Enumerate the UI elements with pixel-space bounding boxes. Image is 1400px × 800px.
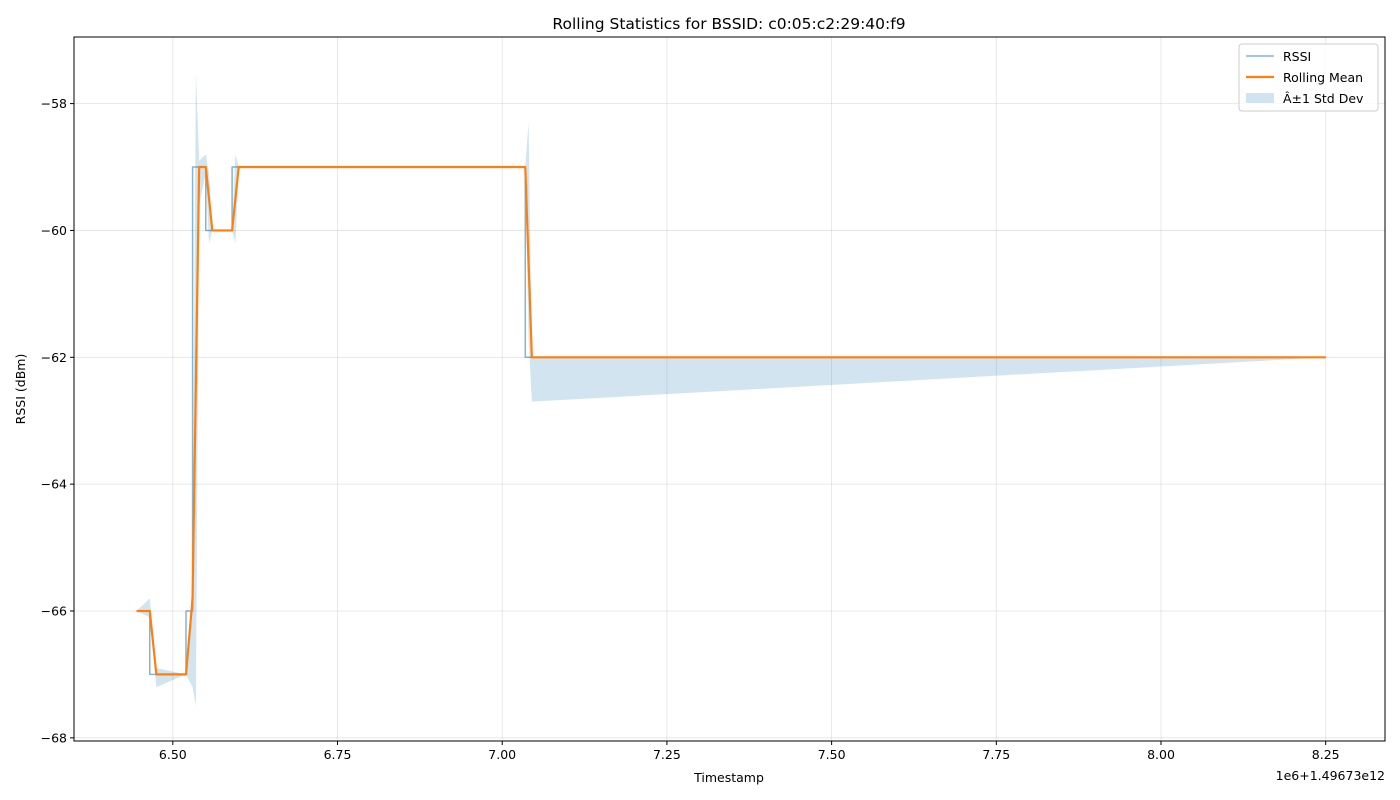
x-axis: 6.50 6.75 7.00 7.25 7.50 7.75 8.00 8.25 xyxy=(159,741,1340,762)
y-tick-label: −58 xyxy=(41,96,67,111)
std-dev-area xyxy=(136,71,1326,707)
legend-label-std-dev: Â±1 Std Dev xyxy=(1283,91,1364,106)
std-dev-band xyxy=(136,71,1326,707)
rolling-mean-line xyxy=(136,165,1326,676)
y-tick-label: −64 xyxy=(41,477,67,492)
y-axis-label: RSSI (dBm) xyxy=(13,354,28,425)
chart-title: Rolling Statistics for BSSID: c0:05:c2:2… xyxy=(552,15,905,33)
legend-label-rolling-mean: Rolling Mean xyxy=(1283,70,1363,85)
legend-swatch-std-dev xyxy=(1246,93,1274,103)
x-tick-label: 8.25 xyxy=(1312,747,1340,762)
x-tick-label: 7.25 xyxy=(653,747,681,762)
series-lines xyxy=(136,165,1326,676)
x-tick-label: 6.50 xyxy=(159,747,187,762)
x-tick-label: 6.75 xyxy=(324,747,352,762)
legend-label-rssi: RSSI xyxy=(1283,49,1311,64)
y-tick-label: −60 xyxy=(41,223,67,238)
y-tick-label: −68 xyxy=(41,730,67,745)
x-tick-label: 7.75 xyxy=(982,747,1010,762)
rssi-line xyxy=(136,166,1326,676)
y-tick-label: −66 xyxy=(41,603,67,618)
legend-box xyxy=(1238,43,1379,112)
x-tick-label: 8.00 xyxy=(1147,747,1175,762)
x-tick-label: 7.00 xyxy=(488,747,516,762)
grid xyxy=(74,37,1385,741)
legend: RSSI Rolling Mean Â±1 Std Dev xyxy=(1238,43,1379,112)
y-tick-label: −62 xyxy=(41,350,67,365)
y-axis: −68 −66 −64 −62 −60 −58 xyxy=(41,96,74,745)
plot-frame xyxy=(73,36,1386,742)
x-offset-label: 1e6+1.49673e12 xyxy=(1276,768,1385,783)
x-axis-label: Timestamp xyxy=(693,770,764,785)
x-tick-label: 7.50 xyxy=(818,747,846,762)
